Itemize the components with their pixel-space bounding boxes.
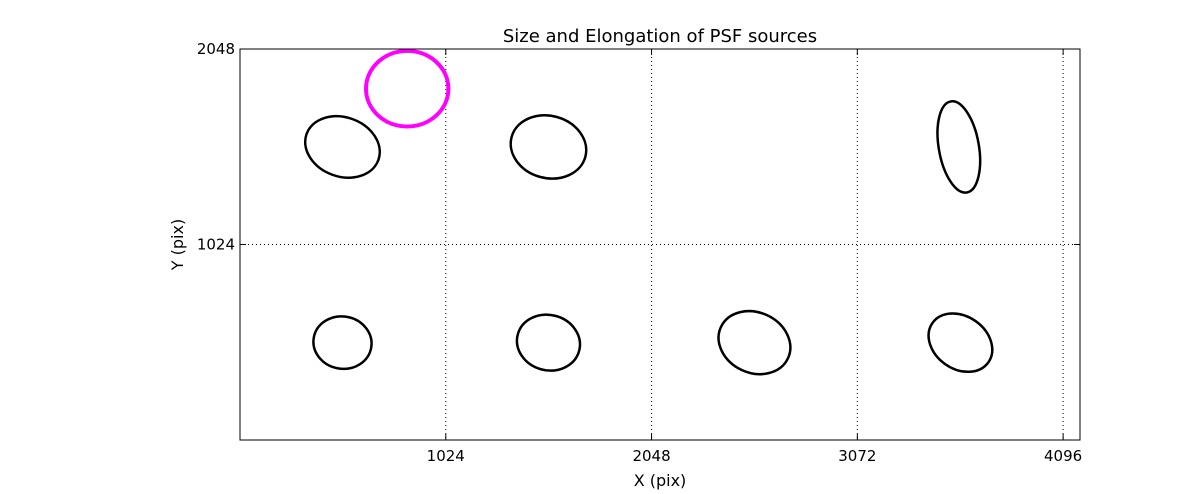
y-axis-label: Y (pix) xyxy=(168,219,187,271)
x-tick-label: 3072 xyxy=(838,447,876,465)
psf-ellipse xyxy=(509,114,588,180)
grid-layer xyxy=(240,48,1080,440)
y-tick-label: 1024 xyxy=(197,236,235,254)
y-tick-label: 2048 xyxy=(197,40,235,58)
marker-layer xyxy=(303,48,994,376)
x-tick-label: 4096 xyxy=(1044,447,1082,465)
x-tick-label: 1024 xyxy=(427,447,465,465)
psf-ellipse xyxy=(717,309,792,376)
highlight-psf-ellipse xyxy=(364,48,451,129)
x-tick-label: 2048 xyxy=(632,447,670,465)
psf-ellipse xyxy=(312,315,373,371)
chart-title: Size and Elongation of PSF sources xyxy=(503,26,817,47)
tick-layer: 1024 2048 3072 4096 1024 2048 xyxy=(197,40,1082,465)
x-axis-label: X (pix) xyxy=(634,471,687,490)
psf-ellipse xyxy=(303,114,382,179)
psf-ellipse xyxy=(515,313,582,372)
psf-ellipse xyxy=(936,100,982,194)
psf-ellipse xyxy=(927,312,994,374)
